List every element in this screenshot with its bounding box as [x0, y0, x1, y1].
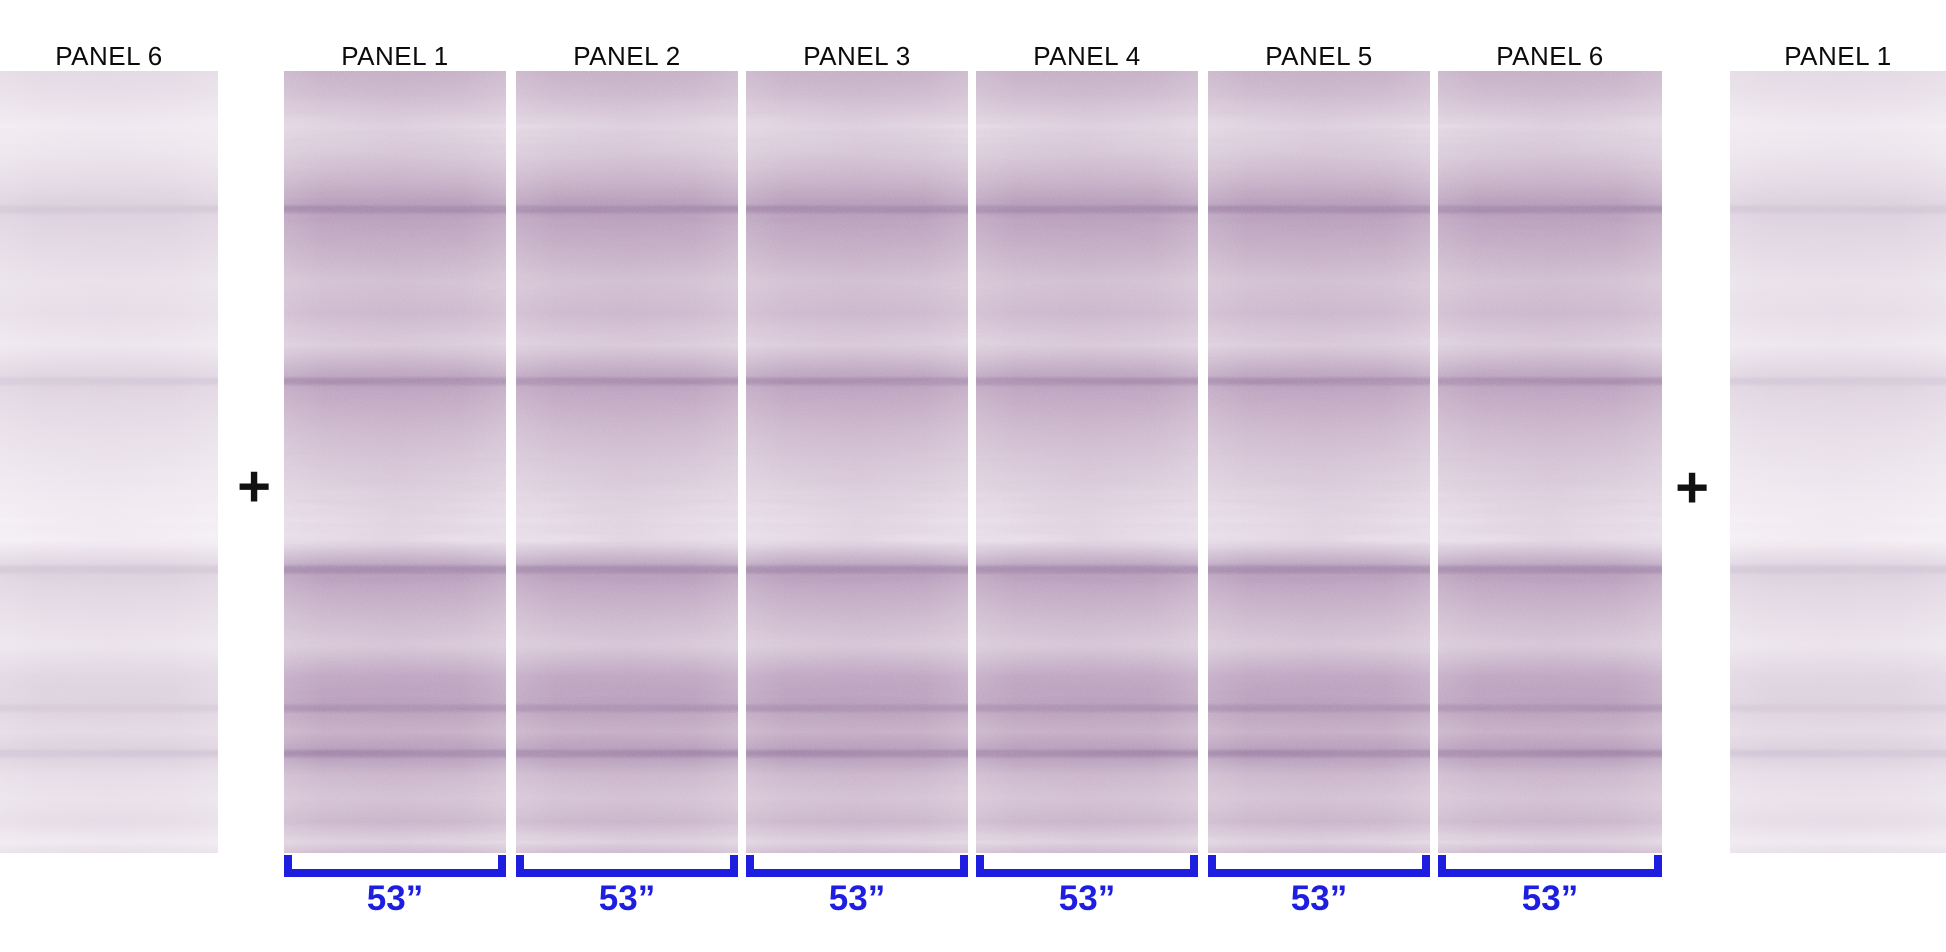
plus-icon: + [237, 454, 271, 519]
panel-label: PANEL 4 [1033, 41, 1141, 71]
panel-column-5: PANEL 5 53” [1208, 0, 1430, 952]
panel-label: PANEL 6 [1496, 41, 1604, 71]
width-dimension-label: 53” [366, 879, 424, 918]
width-bracket [746, 855, 968, 877]
wallpaper-panel [1208, 71, 1430, 853]
watercolor-texture [1438, 71, 1662, 853]
panel-column-left-repeat: PANEL 6 [0, 0, 218, 952]
plus-icon: + [1675, 455, 1709, 520]
wallpaper-panel [746, 71, 968, 853]
panel-label: PANEL 2 [573, 41, 681, 71]
width-dimension-label: 53” [1521, 879, 1579, 918]
watercolor-texture [516, 71, 738, 853]
width-dimension-label: 53” [598, 879, 656, 918]
panel-label: PANEL 3 [803, 41, 911, 71]
width-bracket [516, 855, 738, 877]
width-bracket [1438, 855, 1662, 877]
watercolor-texture [1208, 71, 1430, 853]
wallpaper-panel [1438, 71, 1662, 853]
wallpaper-panel [284, 71, 506, 853]
width-dimension-label: 53” [1290, 879, 1348, 918]
fade-overlay [1730, 71, 1946, 853]
panel-column-1: PANEL 1 53” [284, 0, 506, 952]
width-bracket [284, 855, 506, 877]
panel-column-3: PANEL 3 53” [746, 0, 968, 952]
width-bracket [976, 855, 1198, 877]
width-dimension-label: 53” [1058, 879, 1116, 918]
panel-column-4: PANEL 4 53” [976, 0, 1198, 952]
watercolor-texture [746, 71, 968, 853]
panel-label: PANEL 1 [1784, 41, 1892, 71]
panel-label: PANEL 5 [1265, 41, 1373, 71]
wallpaper-panel [516, 71, 738, 853]
panel-column-2: PANEL 2 53” [516, 0, 738, 952]
watercolor-texture [976, 71, 1198, 853]
panel-label: PANEL 1 [341, 41, 449, 71]
wallpaper-panel [1730, 71, 1946, 853]
fade-overlay [0, 71, 218, 853]
wallpaper-panel [0, 71, 218, 853]
wallpaper-panel [976, 71, 1198, 853]
width-dimension-label: 53” [828, 879, 886, 918]
watercolor-texture [284, 71, 506, 853]
panel-column-right-repeat: PANEL 1 [1730, 0, 1946, 952]
panel-label: PANEL 6 [55, 41, 163, 71]
width-bracket [1208, 855, 1430, 877]
panel-column-6: PANEL 6 53” [1438, 0, 1662, 952]
